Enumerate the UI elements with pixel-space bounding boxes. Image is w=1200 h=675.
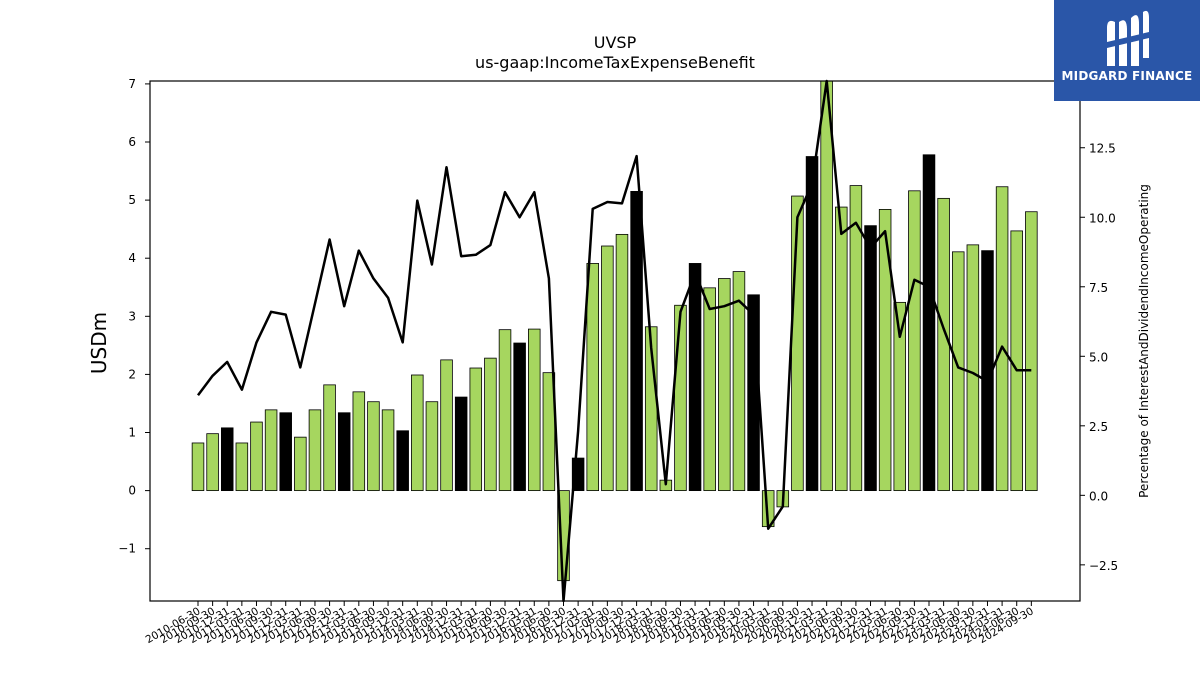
bar [908,190,921,492]
y2-axis-ticks: −2.5 0.0 2.5 5.0 7.5 10.0 12.5 [1080,142,1118,573]
y2-tick-label: 0.0 [1089,489,1108,503]
bar [849,185,863,492]
y-tick-label: 6 [128,135,136,149]
bar [425,401,439,492]
y-tick-label: 3 [128,309,136,323]
y2-tick-label: 5.0 [1089,350,1108,364]
bar [835,206,848,492]
bar [440,359,453,492]
bar [381,409,395,492]
bar [703,287,716,492]
bar [411,374,424,492]
bar-series [191,80,1038,582]
midgard-finance-logo: MIDGARD FINANCE [1054,0,1200,101]
bar [513,342,526,492]
bar [308,409,322,492]
y-tick-label: 7 [128,77,136,91]
bar [352,391,366,492]
bar [674,304,687,492]
bar [820,80,833,492]
bar [615,233,629,492]
bar [294,436,307,492]
bar [469,367,483,492]
chart-subtitle: us-gaap:IncomeTaxExpenseBenefit [475,53,755,72]
bar [1010,230,1023,492]
bar [279,412,292,492]
bar [264,409,278,492]
bar [937,197,950,492]
bar [396,430,409,492]
bar [922,154,936,492]
x-axis-ticks: 2010-06-302010-09-302010-12-312011-03-31… [144,601,1036,646]
bar [805,156,819,492]
bar [966,244,980,492]
y2-axis-label: Percentage of InterestAndDividendIncomeO… [1137,184,1151,498]
bar [601,245,614,492]
y-tick-label: 0 [128,484,136,498]
bar [250,421,263,492]
bar [337,412,351,492]
percentage-line [197,79,1032,603]
bar [893,301,907,492]
bar [191,442,205,492]
y-tick-label: 2 [128,367,136,381]
chart-title: UVSP [594,33,637,52]
y-tick-label: 1 [128,426,136,440]
bar [323,384,336,492]
y-tick-label: 5 [128,193,136,207]
y2-tick-label: 10.0 [1089,211,1116,225]
y2-tick-label: 7.5 [1089,281,1108,295]
midgard-logo-icon [1107,10,1149,67]
bar [206,433,219,492]
bar [235,442,249,492]
bar [528,328,541,492]
bar [718,278,731,492]
bar [995,186,1009,492]
bar [367,401,380,492]
bar [951,251,965,492]
y-axis-label: USDm [87,312,111,374]
bar [571,457,585,492]
y2-tick-label: 2.5 [1089,420,1108,434]
y-tick-label: 4 [128,251,136,265]
bar [454,396,468,492]
bar [1025,211,1038,492]
bar [586,263,599,492]
bar [864,225,877,492]
bar [878,209,892,492]
bar [688,263,702,492]
brand-name: MIDGARD FINANCE [1061,69,1193,83]
plot-frame [149,80,1081,602]
y2-tick-label: −2.5 [1089,559,1118,573]
y-tick-label: −1 [118,542,136,556]
bar [498,329,512,492]
y2-tick-label: 12.5 [1089,142,1116,156]
bar [220,427,234,492]
y-axis-ticks: −1 0 1 2 3 4 5 6 7 [118,77,150,556]
bar [732,271,746,492]
line-series [197,79,1032,603]
bar [484,357,497,492]
bar [630,190,643,492]
